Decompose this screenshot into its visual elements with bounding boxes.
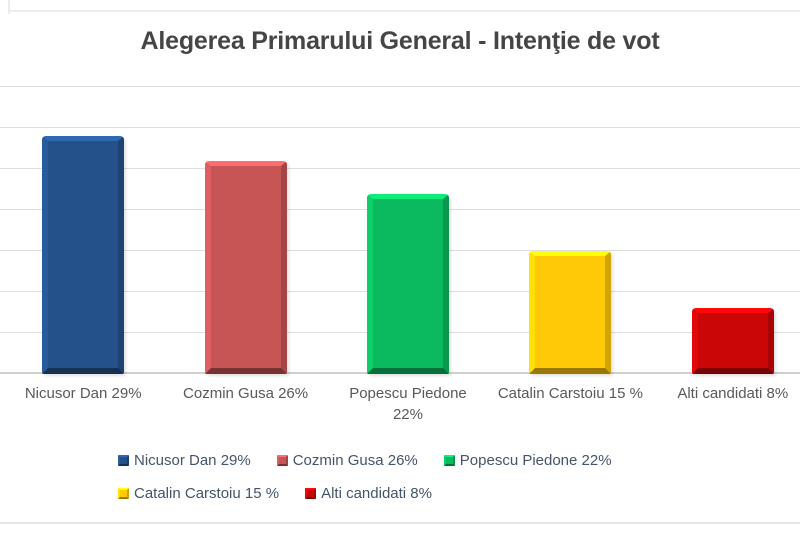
legend-item-nicusor-dan-29: Nicusor Dan 29% xyxy=(118,450,251,470)
legend-marker-icon xyxy=(118,487,129,499)
bar-catalin-carstoiu-15 xyxy=(529,251,612,374)
x-axis-label-nicusor-dan-29: Nicusor Dan 29% xyxy=(24,385,142,402)
chart-title: Alegerea Primarului General - Intenţie d… xyxy=(140,27,660,55)
plot-area xyxy=(0,86,800,374)
x-axis-label-popescu-piedone-22: Popescu Piedone 22% xyxy=(349,385,467,423)
bar-alti-candidati-8 xyxy=(691,308,774,374)
legend-label: Nicusor Dan 29% xyxy=(134,451,251,469)
gridline xyxy=(0,168,800,169)
chart-frame-top-border xyxy=(8,10,800,12)
legend-marker-icon xyxy=(443,454,455,466)
legend-item-popescu-piedone-22: Popescu Piedone 22% xyxy=(443,450,612,470)
legend-item-alti-candidati-8: Alti candidati 8% xyxy=(305,483,432,503)
x-axis-label-catalin-carstoiu-15: Catalin Carstoiu 15 % xyxy=(497,385,643,402)
legend-label: Alti candidati 8% xyxy=(321,484,432,502)
x-axis-label-cozmin-gusa-26: Cozmin Gusa 26% xyxy=(183,385,309,402)
legend-item-cozmin-gusa-26: Cozmin Gusa 26% xyxy=(276,450,418,470)
legend-marker-icon xyxy=(305,487,317,499)
bar-nicusor-dan-29 xyxy=(42,136,125,374)
legend-marker-icon xyxy=(276,454,288,466)
chart-frame-bottom-border xyxy=(0,522,800,524)
legend-label: Popescu Piedone 22% xyxy=(459,451,612,469)
legend: Nicusor Dan 29% Cozmin Gusa 26% Popescu Pi… xyxy=(118,450,758,503)
bar-cozmin-gusa-26 xyxy=(204,160,287,374)
x-axis-label-alti-candidati-8: Alti candidati 8% xyxy=(677,385,789,402)
gridline xyxy=(0,127,800,128)
legend-label: Catalin Carstoiu 15 % xyxy=(134,484,280,502)
legend-item-catalin-carstoiu-15: Catalin Carstoiu 15 % xyxy=(118,483,279,503)
legend-marker-icon xyxy=(118,454,129,466)
bar-popescu-piedone-22 xyxy=(367,193,449,374)
chart-frame-corner xyxy=(8,0,10,14)
gridline xyxy=(0,86,800,87)
legend-label: Cozmin Gusa 26% xyxy=(292,451,418,469)
